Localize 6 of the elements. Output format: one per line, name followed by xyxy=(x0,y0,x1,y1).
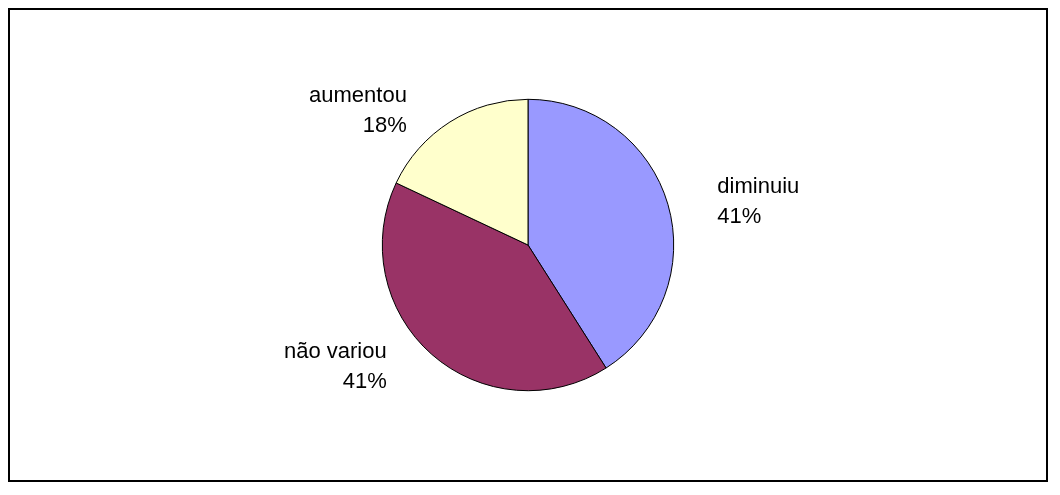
data-label: 41% xyxy=(342,368,387,394)
slice-label: não variou xyxy=(283,338,387,364)
data-label: 41% xyxy=(717,202,762,228)
data-label: 18% xyxy=(362,111,407,137)
slice-label: aumentou xyxy=(309,81,407,107)
slice-label: diminuiu xyxy=(717,172,800,198)
